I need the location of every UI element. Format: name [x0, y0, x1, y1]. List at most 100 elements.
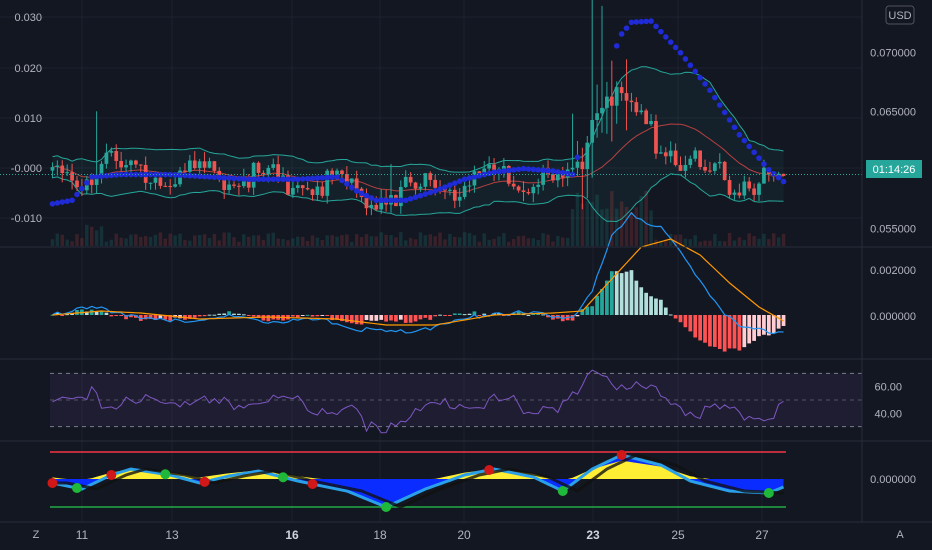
macd-histogram-bar	[472, 311, 477, 315]
left-axis-tick: 0.010	[14, 113, 42, 125]
volume-bar	[727, 232, 732, 246]
macd-histogram-bar	[605, 280, 609, 315]
volume-bar	[247, 236, 251, 246]
sar-dot	[525, 166, 532, 172]
oscillator-line-fast	[52, 453, 785, 509]
price-left-axis: 0.030 0.020 0.010 -0.000 -0.010	[11, 12, 42, 225]
sar-dot	[550, 168, 556, 174]
sar-dot	[388, 197, 394, 204]
sar-dot	[137, 171, 144, 178]
candle-body	[70, 172, 74, 181]
candle-body	[192, 160, 197, 169]
candle-body	[364, 197, 369, 209]
candle-body	[408, 176, 413, 183]
macd-histogram-bar	[619, 273, 624, 315]
candle-body	[551, 174, 555, 181]
candle-body	[403, 176, 408, 187]
candle-body	[335, 170, 339, 177]
sar-dot	[231, 175, 237, 182]
sar-dot	[236, 175, 242, 182]
sar-dot	[64, 198, 70, 204]
macd-axis-tick: 0.000000	[870, 311, 916, 323]
macd-histogram-bar	[119, 315, 124, 316]
zoom-button[interactable]: Z	[33, 529, 40, 541]
oscillator-panel[interactable]	[47, 450, 786, 512]
macd-panel[interactable]	[50, 211, 786, 352]
candle-body	[207, 161, 212, 168]
sar-dot	[726, 117, 733, 123]
volume-bar	[708, 240, 712, 246]
candle-body	[114, 151, 119, 161]
macd-histogram-bar	[663, 307, 668, 315]
sar-dot	[456, 178, 463, 184]
right-axis-tick: 0.065000	[870, 106, 916, 118]
candle-body	[678, 165, 683, 171]
sar-dot	[412, 194, 419, 200]
rsi-panel[interactable]	[50, 369, 862, 434]
candle-body	[457, 196, 462, 201]
sar-dot	[510, 167, 517, 173]
candle-body	[575, 161, 580, 168]
volume-bar	[202, 234, 207, 246]
candle-body	[722, 161, 727, 181]
volume-bar	[516, 236, 521, 246]
volume-bar	[197, 234, 202, 246]
grid-lines	[0, 0, 862, 522]
date-tick: 25	[671, 528, 685, 542]
candle-body	[619, 87, 624, 94]
sar-dot	[702, 81, 708, 87]
macd-histogram-bar	[413, 315, 418, 322]
macd-histogram-bar	[673, 315, 678, 319]
time-axis: 11 13 16 18 20 23 25 27	[76, 528, 769, 542]
volume-bar	[443, 239, 447, 246]
volume-bar	[389, 234, 393, 246]
candle-body	[129, 160, 133, 166]
candle-body	[644, 110, 649, 125]
sar-dot	[59, 199, 66, 205]
candle-body	[168, 185, 173, 187]
sar-dot	[250, 176, 257, 183]
sar-dot	[241, 176, 247, 182]
sar-dot	[103, 172, 110, 179]
macd-histogram-bar	[315, 315, 320, 317]
sar-dot	[432, 188, 438, 194]
sar-dot	[716, 102, 723, 108]
macd-histogram-bar	[320, 315, 325, 316]
volume-bar	[541, 233, 545, 246]
candle-body	[605, 96, 609, 108]
candle-body	[703, 166, 707, 171]
buy-signal-dot	[557, 486, 568, 496]
volume-bar	[590, 202, 594, 246]
sar-dot	[427, 189, 434, 196]
auto-scale-button[interactable]: A	[896, 529, 904, 541]
volume-bar	[168, 233, 172, 246]
macd-histogram-bar	[109, 315, 114, 317]
macd-histogram-bar	[310, 315, 315, 317]
macd-histogram-bar	[143, 315, 148, 320]
macd-histogram-bar	[153, 315, 158, 320]
candle-body	[295, 185, 300, 188]
macd-histogram-bar	[134, 315, 138, 318]
volume-bar	[713, 234, 717, 246]
candle-body	[482, 168, 487, 175]
volume-bar	[134, 234, 138, 246]
macd-histogram-bar	[624, 271, 629, 315]
sar-dot	[54, 200, 61, 206]
candle-body	[423, 173, 428, 187]
candle-body	[502, 165, 506, 169]
candle-body	[487, 164, 492, 169]
sar-dot	[245, 176, 252, 183]
sar-dot	[520, 165, 527, 172]
macd-histogram-bar	[644, 292, 649, 315]
currency-badge[interactable]: USD	[885, 5, 915, 25]
volume-bar	[605, 208, 609, 246]
price-panel[interactable]	[0, 0, 862, 246]
price-label-badge: 01:14:26	[866, 160, 922, 178]
volume-bar	[487, 239, 491, 246]
volume-bar	[291, 238, 295, 246]
candle-body	[639, 110, 644, 113]
candle-body	[629, 100, 634, 103]
macd-histogram-bar	[232, 313, 236, 315]
candle-body	[187, 160, 192, 172]
